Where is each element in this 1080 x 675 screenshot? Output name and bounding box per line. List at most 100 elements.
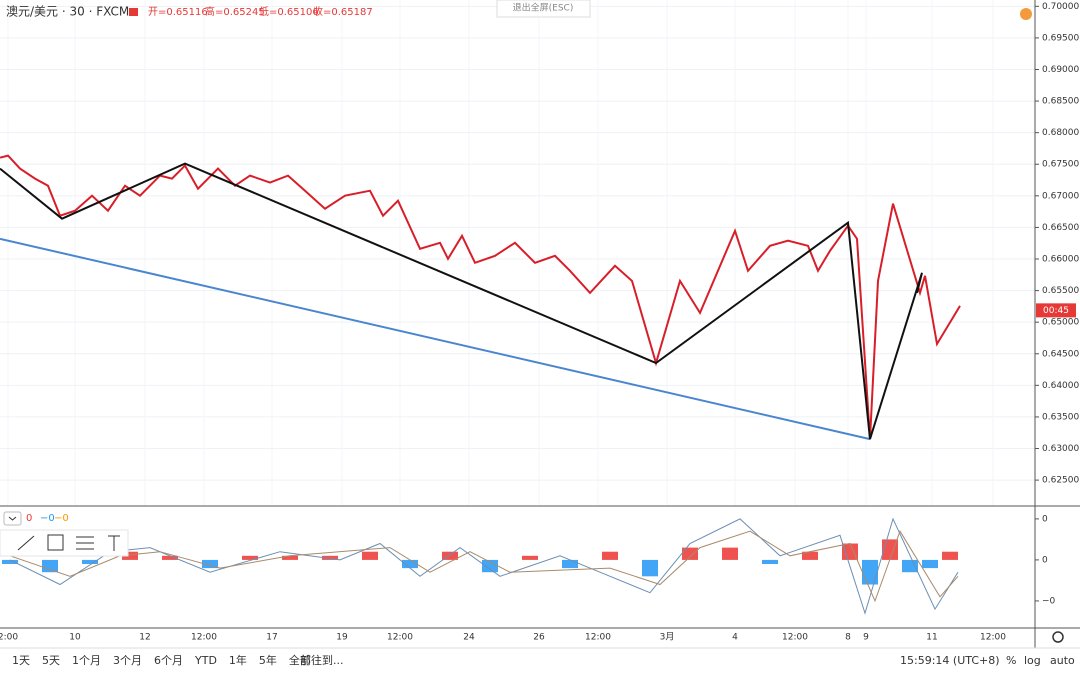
- collapse-button[interactable]: [3, 511, 22, 526]
- y-tick-label: 0.63500: [1042, 412, 1079, 422]
- y-tick-label: −0: [1042, 596, 1056, 606]
- text-tool[interactable]: [108, 535, 120, 551]
- x-tick-label: 26: [533, 633, 545, 643]
- histogram-bar: [762, 559, 778, 565]
- histogram-bar: [722, 547, 738, 560]
- legend-value: 0: [26, 513, 32, 524]
- histogram-bar: [562, 559, 578, 569]
- grid: [0, 0, 1035, 506]
- histogram-bar: [682, 547, 698, 560]
- rect-tool[interactable]: [47, 534, 64, 551]
- ohlc-low: 低=0.65106: [259, 5, 319, 18]
- countdown: 00:45: [1043, 306, 1069, 316]
- y-tick-label: 0.70000: [1042, 2, 1079, 12]
- clock: 15:59:14 (UTC+8): [900, 654, 1000, 667]
- histogram-bar: [322, 555, 338, 560]
- x-tick-label: 11: [926, 633, 937, 643]
- trend-tool[interactable]: [17, 535, 35, 551]
- y-tick-label: 0.67500: [1042, 160, 1079, 170]
- ohlc-high: 高=0.65245: [205, 5, 265, 18]
- histogram-bar: [922, 559, 938, 569]
- histogram-bar: [842, 543, 858, 560]
- drawing-tools: [0, 529, 129, 557]
- x-tick-label: 10: [69, 633, 81, 643]
- exit-fullscreen-label: 退出全屏(ESC): [513, 2, 574, 14]
- x-tick-label: 9: [863, 633, 869, 643]
- chevron: [8, 516, 17, 521]
- x-tick-label: 19: [336, 633, 348, 643]
- range-button[interactable]: 6个月: [154, 654, 183, 667]
- goto-button[interactable]: 前往到...: [300, 653, 344, 667]
- y-tick-label: 0.69500: [1042, 33, 1079, 43]
- x-tick-label: 12:00: [585, 633, 611, 643]
- x-tick-label: 17: [266, 633, 277, 643]
- histogram-bar: [902, 559, 918, 573]
- y-tick-label: 0.68500: [1042, 97, 1079, 107]
- x-tick-label: 12:00: [980, 633, 1006, 643]
- histogram-bar: [122, 551, 138, 560]
- x-tick-label: 12:00: [191, 633, 217, 643]
- range-button[interactable]: 3个月: [113, 654, 142, 667]
- histogram-bar: [42, 559, 58, 573]
- y-tick-label: 0.66500: [1042, 223, 1079, 233]
- histogram-bar: [242, 555, 258, 560]
- x-tick-label: 2:00: [0, 633, 18, 643]
- x-tick-label: 24: [463, 633, 475, 643]
- log-toggle[interactable]: log: [1024, 654, 1041, 667]
- range-button[interactable]: 1年: [229, 653, 247, 667]
- flag-icon: [129, 8, 138, 16]
- y-tick-label: 0.68000: [1042, 128, 1079, 138]
- y-tick-label: 0.63000: [1042, 444, 1079, 454]
- range-button[interactable]: YTD: [194, 654, 217, 667]
- histogram-bar: [202, 559, 218, 569]
- y-tick-label: 0.64000: [1042, 381, 1079, 391]
- histogram-bar: [162, 555, 178, 560]
- exit-fullscreen[interactable]: [496, 0, 591, 18]
- x-tick-label: 8: [845, 633, 851, 643]
- histogram-bar: [402, 559, 418, 569]
- y-tick-label: 0.62500: [1042, 476, 1079, 486]
- histogram-bar: [642, 559, 658, 577]
- range-button[interactable]: 1天: [12, 654, 30, 667]
- series-line: [0, 154, 961, 440]
- series-line: [9, 517, 959, 615]
- y-tick-label: 0.69000: [1042, 65, 1079, 75]
- histogram-bar: [802, 551, 818, 560]
- legend-value: −0: [54, 513, 69, 524]
- y-tick-label: 0.65500: [1042, 286, 1079, 296]
- last-price-badge: [1036, 303, 1076, 318]
- series-line: [0, 237, 871, 441]
- range-button[interactable]: 5年: [259, 653, 277, 667]
- bottom-toolbar: 15:59:14 (UTC+8) % log auto 前往到... 1天 5天 1…: [12, 653, 1075, 667]
- y-tick-label: 0: [1042, 514, 1048, 524]
- y-tick-label: 0.67000: [1042, 191, 1079, 201]
- fib-tool[interactable]: [76, 536, 94, 550]
- x-tick-label: 12: [139, 633, 150, 643]
- tools-panel: [0, 529, 129, 557]
- ohlc-open: 开=0.65116: [148, 7, 208, 18]
- range-button[interactable]: 1个月: [72, 654, 101, 667]
- y-tick-label: 0.64500: [1042, 349, 1079, 359]
- histogram-bar: [362, 551, 378, 560]
- plot: 0.62500 0.63000 0.63500 0.64000 0.64500 0.650…: [0, 2, 1079, 643]
- x-tick-label: 12:00: [387, 633, 413, 643]
- x-tick-label: 3月: [660, 632, 675, 643]
- range-button[interactable]: 全部: [289, 653, 311, 667]
- percent-toggle[interactable]: %: [1006, 654, 1016, 667]
- histogram-bar: [482, 559, 498, 573]
- auto-toggle[interactable]: auto: [1050, 654, 1075, 667]
- histogram-bar: [2, 559, 18, 565]
- symbol: 澳元/美元 · 30 · FXCM: [6, 5, 129, 19]
- histogram-bar: [862, 559, 878, 585]
- histogram-bar: [82, 559, 98, 565]
- histogram-bar: [282, 555, 298, 560]
- series-line: [9, 530, 959, 603]
- histogram-bar: [442, 551, 458, 560]
- alert-icon[interactable]: [1020, 8, 1032, 20]
- settings-icon[interactable]: [1052, 631, 1064, 643]
- legend-value: −0: [40, 513, 55, 524]
- x-tick-label: 4: [732, 633, 738, 643]
- range-button[interactable]: 5天: [42, 654, 60, 667]
- histogram-bar: [602, 551, 618, 560]
